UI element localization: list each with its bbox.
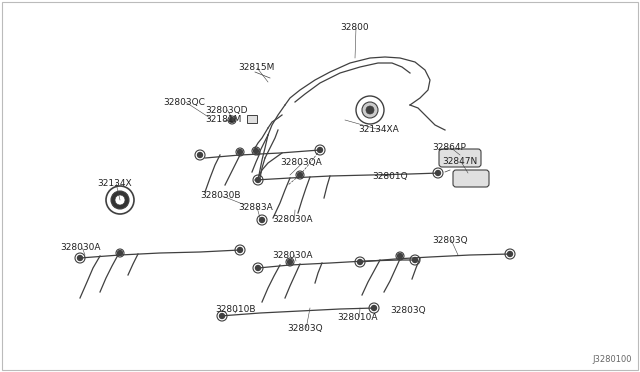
Circle shape [106, 186, 134, 214]
Text: J3280100: J3280100 [593, 355, 632, 364]
FancyBboxPatch shape [247, 115, 257, 123]
Circle shape [230, 118, 234, 122]
Circle shape [287, 260, 292, 264]
Circle shape [253, 148, 259, 154]
Text: 328030B: 328030B [200, 192, 241, 201]
Text: 32800: 32800 [340, 23, 369, 32]
Circle shape [397, 253, 403, 259]
Circle shape [255, 177, 260, 183]
Circle shape [508, 251, 513, 257]
Text: 32803Q: 32803Q [432, 235, 468, 244]
Circle shape [220, 314, 225, 318]
Circle shape [366, 106, 374, 114]
Text: 328010B: 328010B [215, 305, 255, 314]
Circle shape [413, 257, 417, 263]
Text: 32803QC: 32803QC [163, 97, 205, 106]
Circle shape [255, 266, 260, 270]
Text: 32803Q: 32803Q [287, 324, 323, 333]
Circle shape [111, 191, 129, 209]
Circle shape [118, 250, 122, 256]
Text: 328010A: 328010A [337, 312, 378, 321]
Circle shape [317, 148, 323, 153]
Circle shape [237, 247, 243, 253]
Circle shape [259, 218, 264, 222]
Text: 32864P: 32864P [432, 144, 466, 153]
Text: 32815M: 32815M [238, 64, 275, 73]
Text: 32134XA: 32134XA [358, 125, 399, 135]
Text: 32803QD: 32803QD [205, 106, 248, 115]
Text: 32801Q: 32801Q [372, 171, 408, 180]
Circle shape [298, 173, 303, 177]
Circle shape [115, 195, 125, 205]
Text: 328030A: 328030A [272, 215, 312, 224]
Text: 32181M: 32181M [205, 115, 241, 125]
FancyBboxPatch shape [453, 170, 489, 187]
Circle shape [362, 102, 378, 118]
Text: 32883A: 32883A [238, 203, 273, 212]
Text: 32803Q: 32803Q [390, 305, 426, 314]
Circle shape [358, 260, 362, 264]
Circle shape [77, 256, 83, 260]
Text: 328030A: 328030A [272, 250, 312, 260]
FancyBboxPatch shape [439, 149, 481, 167]
Circle shape [198, 153, 202, 157]
Circle shape [371, 305, 376, 311]
Text: 32847N: 32847N [442, 157, 477, 167]
Text: 328030A: 328030A [60, 244, 100, 253]
Circle shape [435, 170, 440, 176]
Text: 32803QA: 32803QA [280, 158, 322, 167]
Text: 32134X: 32134X [97, 180, 132, 189]
Circle shape [237, 150, 243, 154]
